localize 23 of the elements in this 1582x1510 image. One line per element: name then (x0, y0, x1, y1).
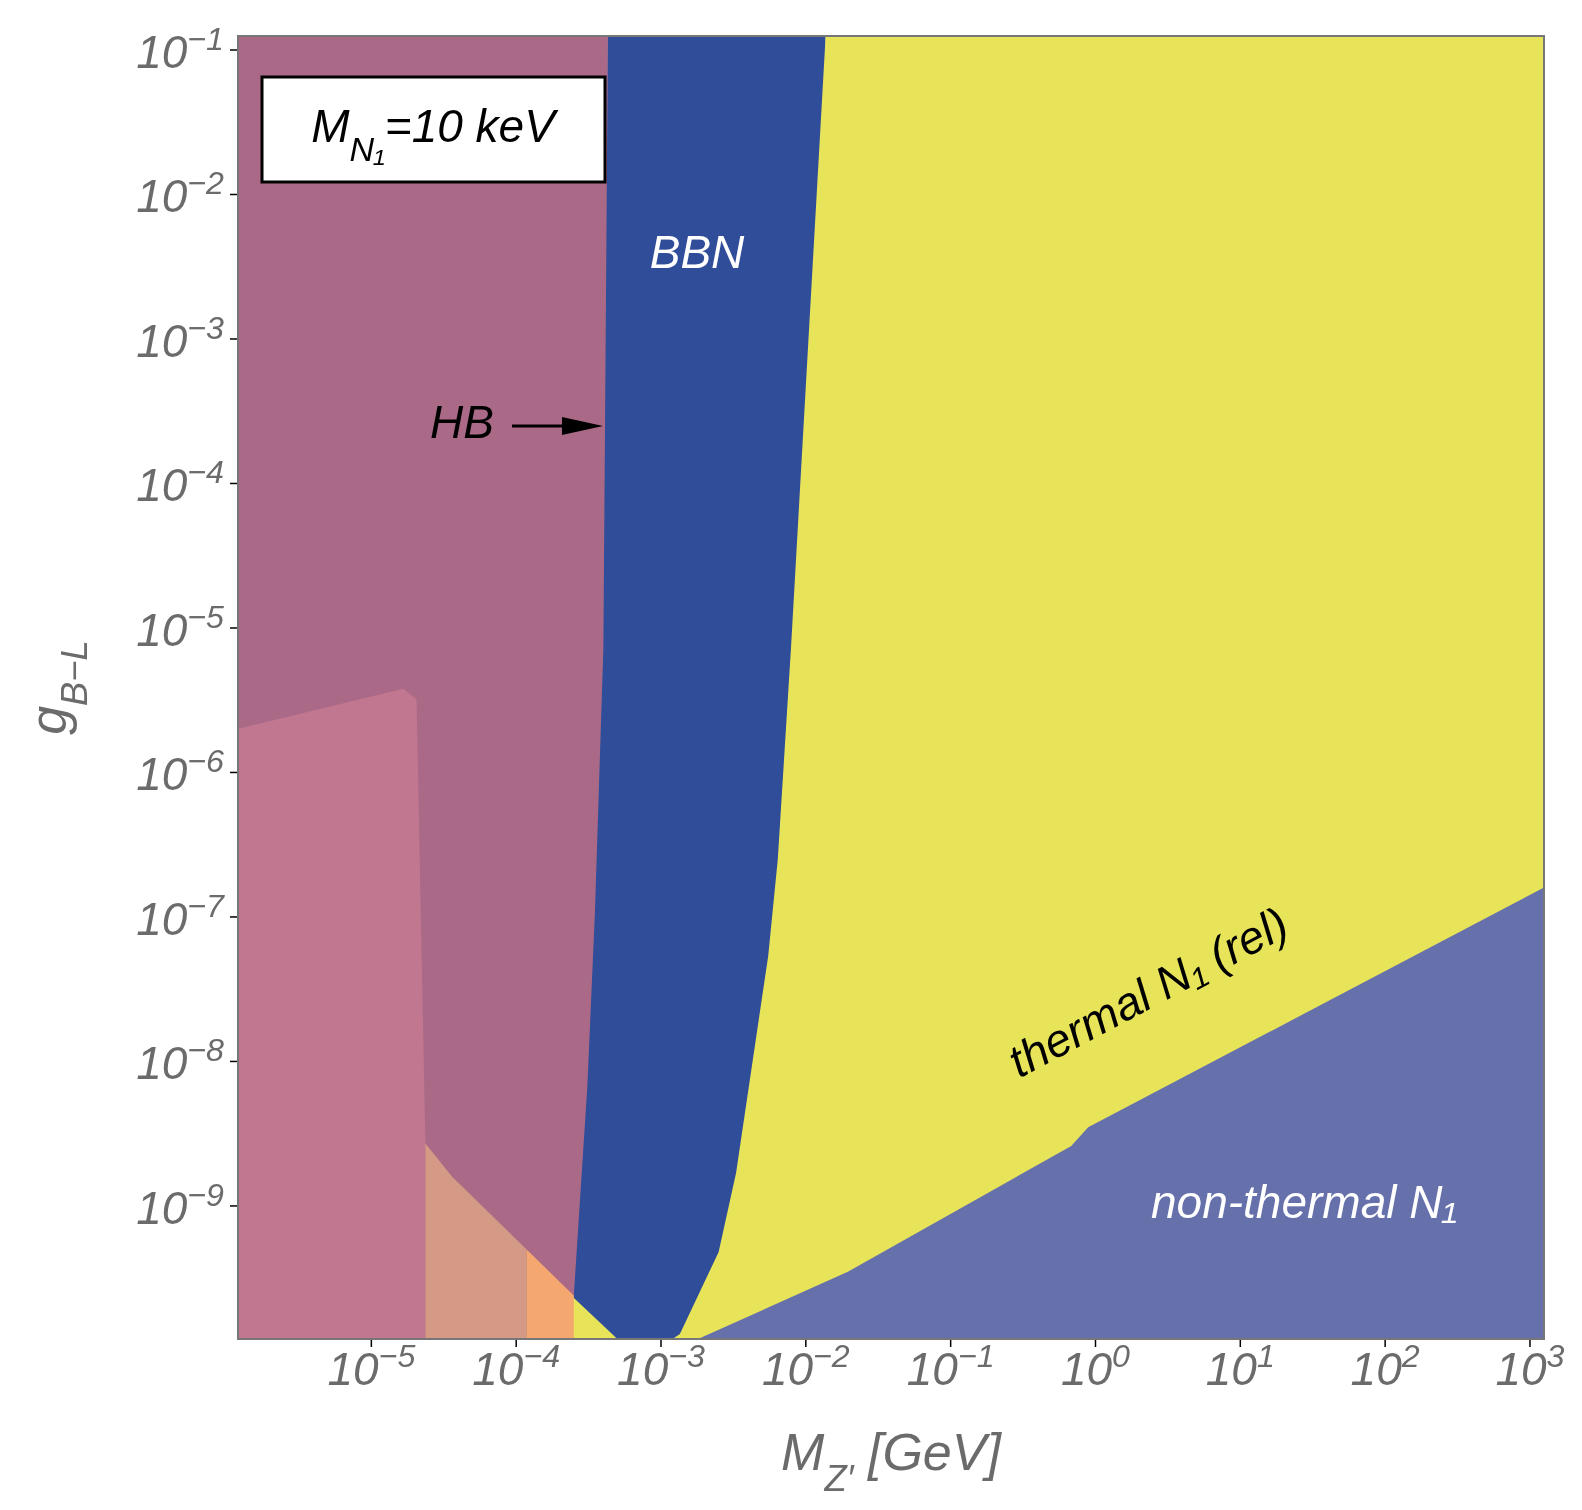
annotation: HB (430, 396, 494, 448)
y-tick-label: 10$^{−5}$ (136, 598, 225, 656)
y-tick-label: 10$^{−4}$ (136, 454, 224, 512)
x-tick-label: 10$^{−2}$ (761, 1338, 850, 1395)
y-tick-label: 10$^{−1}$ (136, 21, 224, 78)
x-tick-label: 10$^{3}$ (1495, 1338, 1565, 1395)
x-tick-label: 10$^{−1}$ (906, 1338, 995, 1395)
y-tick-label: 10$^{−3}$ (136, 309, 225, 367)
x-axis-title: M$_{Z′}$ [GeV] (781, 1423, 1003, 1499)
y-tick-label: 10$^{−9}$ (136, 1176, 225, 1234)
x-tick-label: 10$^{1}$ (1205, 1338, 1275, 1395)
y-tick-label: 10$^{−8}$ (136, 1032, 225, 1090)
annotation: M$_{N₁}$=10 keV (311, 100, 560, 168)
x-tick-label: 10$^{0}$ (1060, 1338, 1131, 1395)
annotation: BBN (649, 226, 746, 278)
x-tick-label: 10$^{−3}$ (617, 1338, 706, 1395)
x-tick-label: 10$^{−5}$ (327, 1338, 416, 1395)
y-tick-label: 10$^{−6}$ (136, 743, 225, 801)
y-tick-label: 10$^{−7}$ (136, 887, 226, 945)
y-tick-label: 10$^{−2}$ (136, 165, 225, 223)
x-tick-label: 10$^{−4}$ (472, 1338, 561, 1395)
annotation: non-thermal N₁ (1151, 1176, 1457, 1228)
x-tick-label: 10$^{2}$ (1350, 1338, 1420, 1395)
